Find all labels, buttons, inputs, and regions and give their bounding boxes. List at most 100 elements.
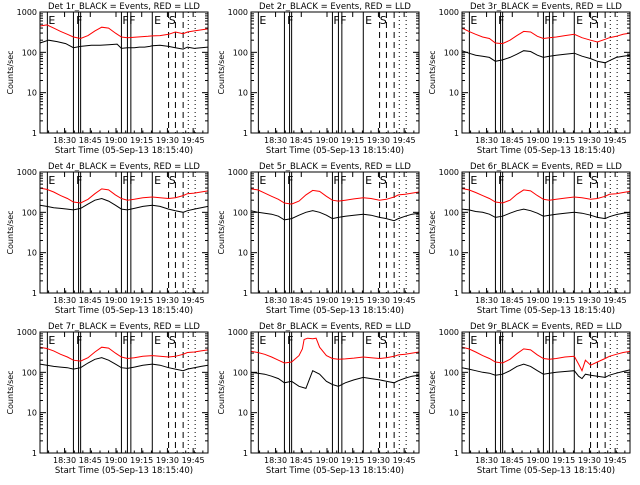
plot-frame xyxy=(250,331,420,454)
flag-label: F xyxy=(333,14,339,27)
x-tick-label: 19:45 xyxy=(604,136,627,145)
x-tick-label: 19:00 xyxy=(315,456,338,465)
x-tick-label: 18:30 xyxy=(264,296,287,305)
y-axis-label: Counts/sec xyxy=(217,50,226,94)
x-tick-label: 19:15 xyxy=(341,296,364,305)
x-tick-label: 18:30 xyxy=(475,296,498,305)
series-lld-line xyxy=(39,24,209,40)
flag-label: F xyxy=(122,14,128,27)
y-tick-label: 1 xyxy=(454,449,459,458)
series-lld-line xyxy=(250,188,420,205)
x-tick-label: 18:45 xyxy=(290,296,313,305)
panel-title: Det 3r_BLACK = Events, RED = LLD xyxy=(470,2,622,12)
y-tick-label: 1000 xyxy=(228,168,248,177)
x-tick-label: 19:30 xyxy=(156,296,179,305)
y-tick-label: 10 xyxy=(27,409,37,418)
series-events-line xyxy=(39,39,209,50)
x-tick-label: 18:30 xyxy=(475,456,498,465)
flag-label: F xyxy=(544,14,550,27)
series-events-line xyxy=(461,363,631,380)
y-axis-label: Counts/sec xyxy=(428,50,437,94)
y-tick-label: 1000 xyxy=(228,328,248,337)
y-tick-label: 1 xyxy=(32,289,37,298)
flag-label: F xyxy=(287,174,293,187)
flag-label: E xyxy=(48,334,55,347)
flag-label: F xyxy=(76,14,82,27)
x-tick-label: 18:45 xyxy=(290,136,313,145)
y-tick-label: 100 xyxy=(444,208,459,217)
y-tick-label: 1 xyxy=(32,449,37,458)
x-tick-label: 18:30 xyxy=(53,136,76,145)
y-tick-label: 100 xyxy=(233,208,248,217)
x-tick-label: 18:30 xyxy=(264,136,287,145)
x-tick-label: 19:45 xyxy=(182,136,205,145)
series-lld-line xyxy=(461,27,631,45)
x-tick-label: 19:15 xyxy=(552,136,575,145)
y-axis-label: Counts/sec xyxy=(6,370,15,414)
flag-label: E xyxy=(154,14,161,27)
x-axis-label: Start Time (05-Sep-13 18:15:40) xyxy=(477,466,615,476)
x-tick-label: 19:30 xyxy=(578,456,601,465)
plot-frame xyxy=(39,331,209,454)
plot-frame xyxy=(461,171,631,294)
panel-title: Det 5r_BLACK = Events, RED = LLD xyxy=(259,162,411,172)
y-tick-label: 10 xyxy=(449,89,459,98)
x-tick-label: 19:30 xyxy=(367,456,390,465)
plot-frame xyxy=(250,11,420,134)
x-tick-label: 18:30 xyxy=(475,136,498,145)
x-tick-label: 19:30 xyxy=(578,296,601,305)
y-tick-label: 1000 xyxy=(439,8,459,17)
y-axis-label: Counts/sec xyxy=(428,210,437,254)
x-axis-label: Start Time (05-Sep-13 18:15:40) xyxy=(55,306,193,316)
y-axis-label: Counts/sec xyxy=(6,210,15,254)
flag-label: S xyxy=(380,334,387,347)
flag-label: E xyxy=(48,174,55,187)
flag-label: F xyxy=(122,174,128,187)
x-tick-label: 19:45 xyxy=(393,456,416,465)
flag-label: S xyxy=(591,174,598,187)
y-tick-label: 1000 xyxy=(17,328,37,337)
flag-label: F xyxy=(544,174,550,187)
series-lld-line xyxy=(39,346,209,362)
series-events-line xyxy=(461,208,631,220)
x-tick-label: 19:45 xyxy=(604,456,627,465)
flag-label: F xyxy=(287,14,293,27)
x-tick-label: 18:30 xyxy=(53,296,76,305)
flag-label: F xyxy=(333,174,339,187)
flag-label: F xyxy=(129,174,135,187)
series-lld-line xyxy=(250,337,420,364)
x-axis-label: Start Time (05-Sep-13 18:15:40) xyxy=(266,466,404,476)
y-axis-label: Counts/sec xyxy=(217,370,226,414)
y-tick-label: 10 xyxy=(238,409,248,418)
x-tick-label: 18:45 xyxy=(501,456,524,465)
x-tick-label: 19:45 xyxy=(393,136,416,145)
flag-label: E xyxy=(470,334,477,347)
x-tick-label: 18:45 xyxy=(79,136,102,145)
flag-label: F xyxy=(551,334,557,347)
flag-label: F xyxy=(287,334,293,347)
panel-title: Det 2r_BLACK = Events, RED = LLD xyxy=(259,2,411,12)
x-tick-label: 19:45 xyxy=(182,296,205,305)
x-tick-label: 19:15 xyxy=(130,136,153,145)
flag-label: E xyxy=(576,334,583,347)
flag-label: S xyxy=(380,14,387,27)
y-tick-label: 100 xyxy=(444,368,459,377)
flag-label: S xyxy=(169,334,176,347)
flag-label: F xyxy=(340,14,346,27)
flag-label: E xyxy=(154,174,161,187)
flag-label: F xyxy=(551,14,557,27)
x-tick-label: 19:00 xyxy=(104,136,127,145)
x-tick-label: 19:15 xyxy=(552,456,575,465)
y-tick-label: 10 xyxy=(27,89,37,98)
y-tick-label: 1000 xyxy=(17,168,37,177)
flag-label: F xyxy=(122,334,128,347)
flag-label: F xyxy=(76,334,82,347)
x-tick-label: 19:00 xyxy=(526,136,549,145)
y-axis-label: Counts/sec xyxy=(428,370,437,414)
